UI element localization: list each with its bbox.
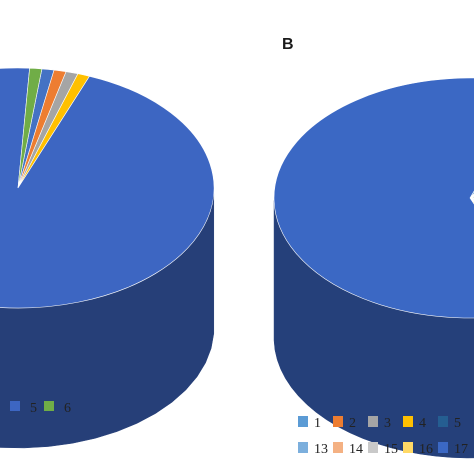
legend-a-label-5: 5 <box>30 401 37 416</box>
legend-b-label-4: 4 <box>419 416 426 431</box>
legend-b-swatch-17 <box>438 442 448 453</box>
pie-a-slice-5 <box>0 67 215 309</box>
legend-b-label-14: 14 <box>349 442 363 457</box>
legend-b-label-5: 5 <box>454 416 461 431</box>
legend-b-label-13: 13 <box>314 442 328 457</box>
legend-b-label-16: 16 <box>419 442 433 457</box>
legend-b-label-15: 15 <box>384 442 398 457</box>
legend-b-label-1: 1 <box>314 416 321 431</box>
pie-a-slice-6 <box>17 67 43 189</box>
pie-b-slice-13 <box>469 197 474 201</box>
legend-a-swatch-5 <box>10 401 20 411</box>
legend-b-swatch-3 <box>368 416 378 427</box>
legend-b-label-2: 2 <box>349 416 356 431</box>
pie-chart-a <box>0 67 215 449</box>
legend-b-swatch-13 <box>298 442 308 453</box>
legend-b-swatch-2 <box>333 416 343 427</box>
panel-label-b: B <box>282 36 294 53</box>
pie-chart-b <box>273 77 474 459</box>
legend-a-label-6: 6 <box>64 401 71 416</box>
legend-b-swatch-14 <box>333 442 343 453</box>
legend-b-swatch-15 <box>368 442 378 453</box>
legend-b-swatch-16 <box>403 442 413 453</box>
legend-b: 1 2 3 4 5 13 14 15 16 17 <box>298 416 468 457</box>
pie-b-slice-17 <box>273 77 474 319</box>
legend-b-label-17: 17 <box>454 442 468 457</box>
legend-b-swatch-4 <box>403 416 413 427</box>
legend-b-label-3: 3 <box>384 416 391 431</box>
legend-b-swatch-1 <box>298 416 308 427</box>
legend-b-swatch-5 <box>438 416 448 427</box>
legend-a-swatch-6 <box>44 401 54 411</box>
